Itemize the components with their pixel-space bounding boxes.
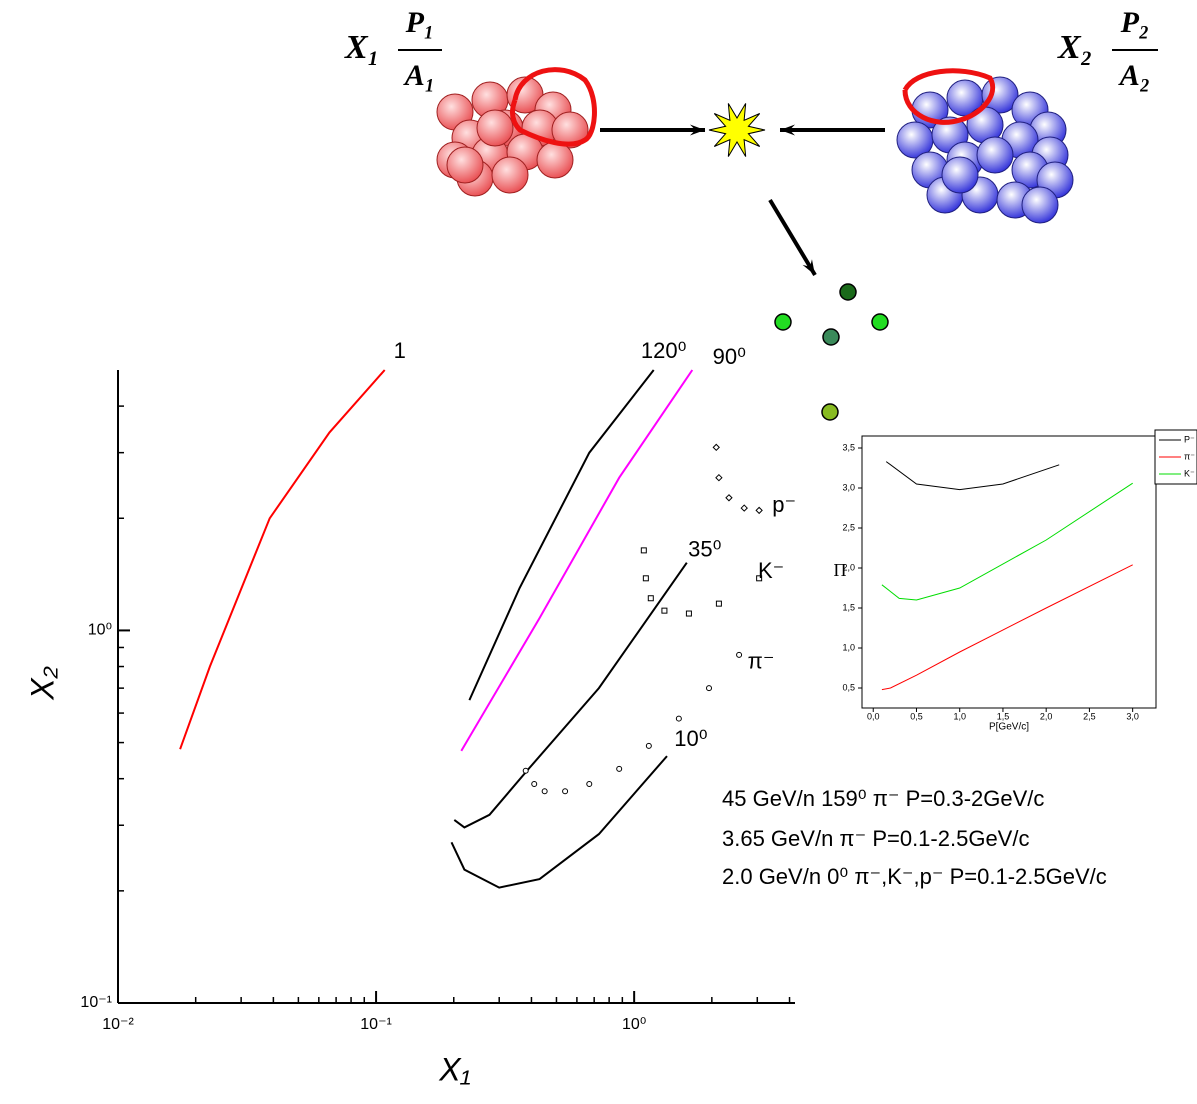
nucleon: [537, 142, 573, 178]
right-denominator: A₂: [1118, 59, 1150, 92]
x-axis-label: P[GeV/c]: [989, 722, 1029, 733]
left-numerator: P₁: [405, 6, 435, 39]
series-label: π⁻: [748, 649, 775, 674]
series-label: 1: [394, 338, 406, 363]
y-tick-label: 1,0: [842, 642, 855, 652]
legend-label: K⁻: [1184, 468, 1195, 478]
page: X₁ P₁ A₁ X₂ P₂ A₂ 45 GeV/n 159⁰ π⁻ P=0.3…: [0, 0, 1197, 1104]
x-tick-label: 2,5: [1083, 711, 1096, 721]
y-tick-label: 3,5: [842, 442, 855, 452]
series-line: [180, 370, 385, 749]
arrow: [770, 200, 815, 275]
y-tick-label: 1,5: [842, 602, 855, 612]
left-denominator: A₁: [403, 59, 435, 92]
right-numerator: P₂: [1120, 6, 1150, 39]
series-line: [461, 370, 692, 751]
nucleon: [447, 147, 483, 183]
data-point: [662, 608, 667, 613]
y-tick-label: 10⁻¹: [80, 994, 112, 1011]
data-point: [686, 611, 691, 616]
data-point: [707, 686, 712, 691]
series-line: [452, 756, 668, 888]
data-point: [713, 444, 719, 450]
figure: X₁ P₁ A₁ X₂ P₂ A₂ 45 GeV/n 159⁰ π⁻ P=0.3…: [0, 0, 1197, 1104]
series-label: 35⁰: [688, 536, 721, 561]
y-tick-label: 0,5: [842, 682, 855, 692]
x-tick-label: 10⁻¹: [360, 1016, 392, 1033]
nucleon: [492, 157, 528, 193]
series-line: [454, 563, 687, 828]
right-x-label: X₂: [1057, 29, 1093, 66]
data-point: [648, 596, 653, 601]
data-point: [737, 652, 742, 657]
x-tick-label: 0,0: [867, 711, 880, 721]
data-point: [716, 601, 721, 606]
series-line: [886, 462, 1059, 490]
data-point: [676, 716, 681, 721]
left-x-label: X₁: [344, 29, 380, 66]
produced-particle: [822, 404, 838, 420]
data-point: [532, 782, 537, 787]
data-point: [587, 782, 592, 787]
produced-particle: [872, 314, 888, 330]
legend-label: P⁻: [1184, 434, 1195, 444]
y-axis-label: X₂: [24, 666, 60, 701]
series-label: 10⁰: [674, 726, 707, 751]
y-tick-label: 3,0: [842, 482, 855, 492]
data-point: [646, 743, 651, 748]
annotation: 3.65 GeV/n π⁻ P=0.1-2.5GeV/c: [722, 826, 1029, 851]
data-point: [563, 789, 568, 794]
produced-particle: [823, 329, 839, 345]
data-point: [726, 495, 732, 501]
x-axis-label: X₁: [438, 1051, 470, 1087]
series-label: K⁻: [758, 558, 784, 583]
x-tick-label: 3,0: [1126, 711, 1139, 721]
nucleon: [942, 157, 978, 193]
x-tick-label: 1,5: [997, 711, 1010, 721]
x-tick-label: 10⁰: [622, 1016, 646, 1033]
produced-particle: [840, 284, 856, 300]
data-point: [617, 766, 622, 771]
nucleon: [477, 110, 513, 146]
x-tick-label: 2,0: [1040, 711, 1053, 721]
data-point: [643, 576, 648, 581]
series-line: [882, 483, 1133, 600]
series-label: 90⁰: [713, 344, 746, 369]
annotation: 45 GeV/n 159⁰ π⁻ P=0.3-2GeV/c: [722, 786, 1044, 811]
series-label: p⁻: [772, 492, 796, 517]
data-point: [741, 505, 747, 511]
y-axis-label: Π: [834, 560, 847, 580]
x-tick-label: 10⁻²: [102, 1016, 134, 1033]
nuclei-diagram: [437, 70, 1073, 420]
data-point: [523, 768, 528, 773]
series-label: 120⁰: [641, 338, 687, 363]
data-point: [716, 475, 722, 481]
x-tick-label: 0,5: [910, 711, 923, 721]
x-tick-label: 1,0: [953, 711, 966, 721]
legend-label: π⁻: [1184, 451, 1195, 461]
y-tick-label: 10⁰: [88, 622, 112, 639]
data-point: [756, 507, 762, 513]
annotation: 2.0 GeV/n 0⁰ π⁻,K⁻,p⁻ P=0.1-2.5GeV/c: [722, 864, 1107, 889]
nucleon: [977, 137, 1013, 173]
data-point: [641, 548, 646, 553]
data-point: [542, 789, 547, 794]
collision-star: [709, 103, 765, 156]
y-tick-label: 2,5: [842, 522, 855, 532]
produced-particle: [775, 314, 791, 330]
nucleon: [1022, 187, 1058, 223]
series-line: [882, 565, 1133, 690]
